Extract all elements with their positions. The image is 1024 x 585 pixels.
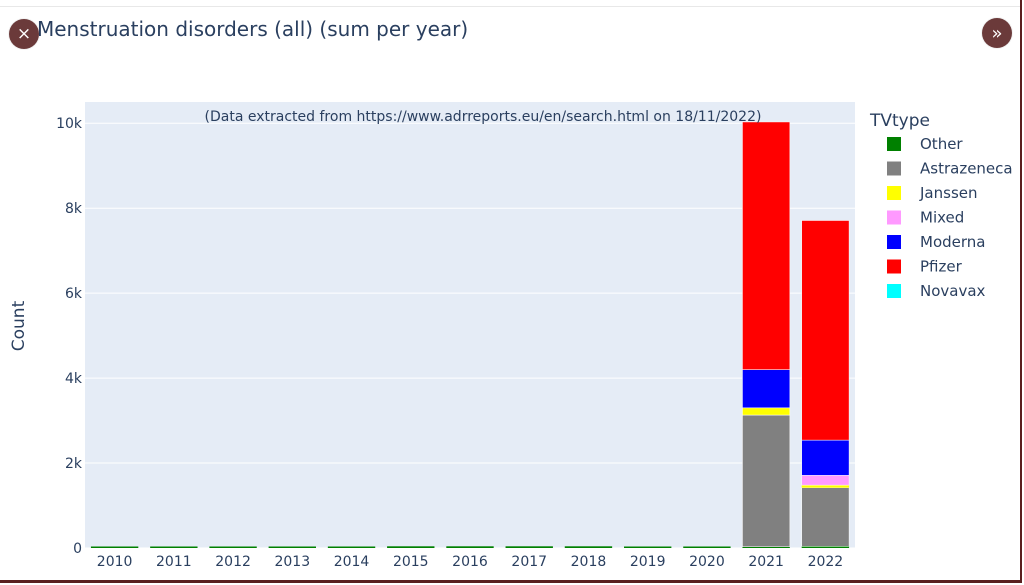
bar-janssen-2022 — [801, 485, 850, 488]
bar-other-2019 — [624, 546, 672, 548]
x-tick-label: 2011 — [156, 554, 192, 570]
legend-swatch-other — [887, 137, 901, 151]
legend-label-pfizer: Pfizer — [920, 258, 963, 276]
bar-other-2013 — [268, 546, 316, 548]
y-tick-label: 4k — [65, 371, 83, 387]
y-tick-label: 6k — [65, 286, 83, 302]
bar-other-2022 — [801, 546, 850, 548]
bar-other-2011 — [150, 546, 198, 548]
legend-label-mixed: Mixed — [920, 209, 964, 227]
bars-group — [90, 121, 850, 548]
y-tick-label: 0 — [73, 541, 82, 557]
top-divider — [0, 6, 1020, 7]
legend-swatch-moderna — [887, 235, 901, 249]
y-tick-label: 2k — [65, 456, 83, 472]
legend-label-astrazeneca: Astrazeneca — [920, 160, 1013, 178]
x-tick-label: 2016 — [452, 554, 488, 570]
legend-swatch-astrazeneca — [887, 161, 901, 176]
y-axis-label: Count — [9, 300, 29, 351]
chart-title: Menstruation disorders (all) (sum per ye… — [37, 17, 469, 41]
x-tick-label: 2019 — [630, 554, 666, 570]
double-chevron-right-icon: » — [991, 22, 1003, 44]
legend-title: TVtype — [869, 111, 930, 131]
y-tick-label: 8k — [65, 201, 83, 217]
bar-other-2015 — [387, 546, 435, 548]
x-tick-label: 2014 — [334, 554, 370, 570]
bar-other-2016 — [446, 546, 494, 548]
legend-label-janssen: Janssen — [919, 184, 978, 202]
bar-pfizer-2021 — [742, 121, 791, 370]
source-annotation: (Data extracted from https://www.adrrepo… — [205, 109, 762, 125]
close-button[interactable]: × — [9, 19, 39, 49]
legend-swatch-mixed — [887, 210, 901, 225]
legend-swatch-novavax — [887, 284, 901, 298]
legend-label-novavax: Novavax — [920, 282, 986, 300]
expand-button[interactable]: » — [982, 18, 1012, 48]
x-axis: 2010 2011 2012 2013 2014 2015 2016 2017 2018 2019… — [97, 554, 843, 570]
bar-other-2018 — [564, 546, 613, 548]
bar-other-2012 — [209, 546, 257, 548]
bar-other-2020 — [683, 546, 731, 548]
y-tick-label: 10k — [56, 116, 83, 132]
legend-label-other: Other — [920, 135, 963, 153]
bar-other-2010 — [90, 546, 139, 548]
bar-mixed-2022 — [801, 475, 850, 486]
x-tick-label: 2018 — [571, 554, 607, 570]
plot-background — [85, 102, 855, 548]
x-tick-label: 2013 — [274, 554, 310, 570]
x-tick-label: 2020 — [689, 554, 725, 570]
bar-pfizer-2022 — [801, 220, 850, 441]
bar-janssen-2021 — [742, 407, 791, 416]
x-tick-label: 2010 — [97, 554, 133, 570]
x-tick-label: 2015 — [393, 554, 429, 570]
plot-area — [85, 102, 855, 548]
legend-swatch-janssen — [887, 186, 901, 200]
bar-other-2017 — [505, 546, 553, 548]
close-icon: × — [16, 24, 32, 44]
y-axis: 0 2k 4k 6k 8k 10k — [56, 116, 855, 557]
legend: Other Astrazeneca Janssen Mixed Moderna Pfize… — [887, 135, 1013, 300]
bar-moderna-2022 — [801, 439, 850, 476]
x-tick-label: 2017 — [511, 554, 547, 570]
x-tick-label: 2022 — [808, 554, 844, 570]
bar-other-2014 — [327, 546, 376, 548]
x-tick-label: 2012 — [215, 554, 251, 570]
bar-astrazeneca-2022 — [801, 487, 850, 547]
x-tick-label: 2021 — [748, 554, 784, 570]
bar-astrazeneca-2021 — [742, 414, 791, 547]
bar-other-2021 — [742, 546, 790, 548]
legend-label-moderna: Moderna — [920, 233, 985, 251]
legend-swatch-pfizer — [887, 259, 901, 274]
bar-moderna-2021 — [742, 369, 791, 409]
